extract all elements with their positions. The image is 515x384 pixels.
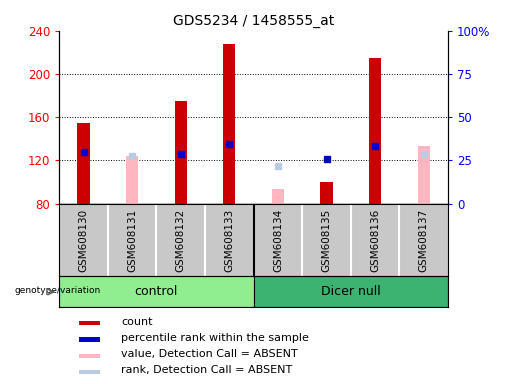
Text: GSM608135: GSM608135: [321, 209, 332, 271]
Text: GSM608134: GSM608134: [273, 209, 283, 271]
Text: GSM608130: GSM608130: [78, 209, 89, 271]
Bar: [59, 276, 253, 307]
Text: GSM608133: GSM608133: [225, 209, 234, 271]
Bar: [79, 370, 100, 374]
Text: GSM608132: GSM608132: [176, 209, 186, 271]
Bar: [79, 321, 100, 325]
Bar: [369, 58, 381, 204]
Bar: [126, 156, 138, 204]
Bar: [175, 101, 187, 204]
Text: rank, Detection Call = ABSENT: rank, Detection Call = ABSENT: [122, 365, 293, 375]
Text: GSM608137: GSM608137: [419, 209, 429, 271]
Text: count: count: [122, 317, 153, 327]
Text: control: control: [135, 285, 178, 298]
Title: GDS5234 / 1458555_at: GDS5234 / 1458555_at: [173, 14, 334, 28]
Text: Dicer null: Dicer null: [321, 285, 381, 298]
Bar: [224, 44, 235, 204]
Text: GSM608131: GSM608131: [127, 209, 137, 271]
Bar: [272, 189, 284, 204]
Bar: [418, 146, 430, 204]
Bar: [77, 122, 90, 204]
Text: GSM608136: GSM608136: [370, 209, 380, 271]
Text: genotype/variation: genotype/variation: [15, 286, 101, 295]
Bar: [320, 182, 333, 204]
Text: value, Detection Call = ABSENT: value, Detection Call = ABSENT: [122, 349, 298, 359]
Bar: [79, 354, 100, 358]
Text: percentile rank within the sample: percentile rank within the sample: [122, 333, 310, 343]
Bar: [79, 338, 100, 341]
Bar: [253, 276, 448, 307]
